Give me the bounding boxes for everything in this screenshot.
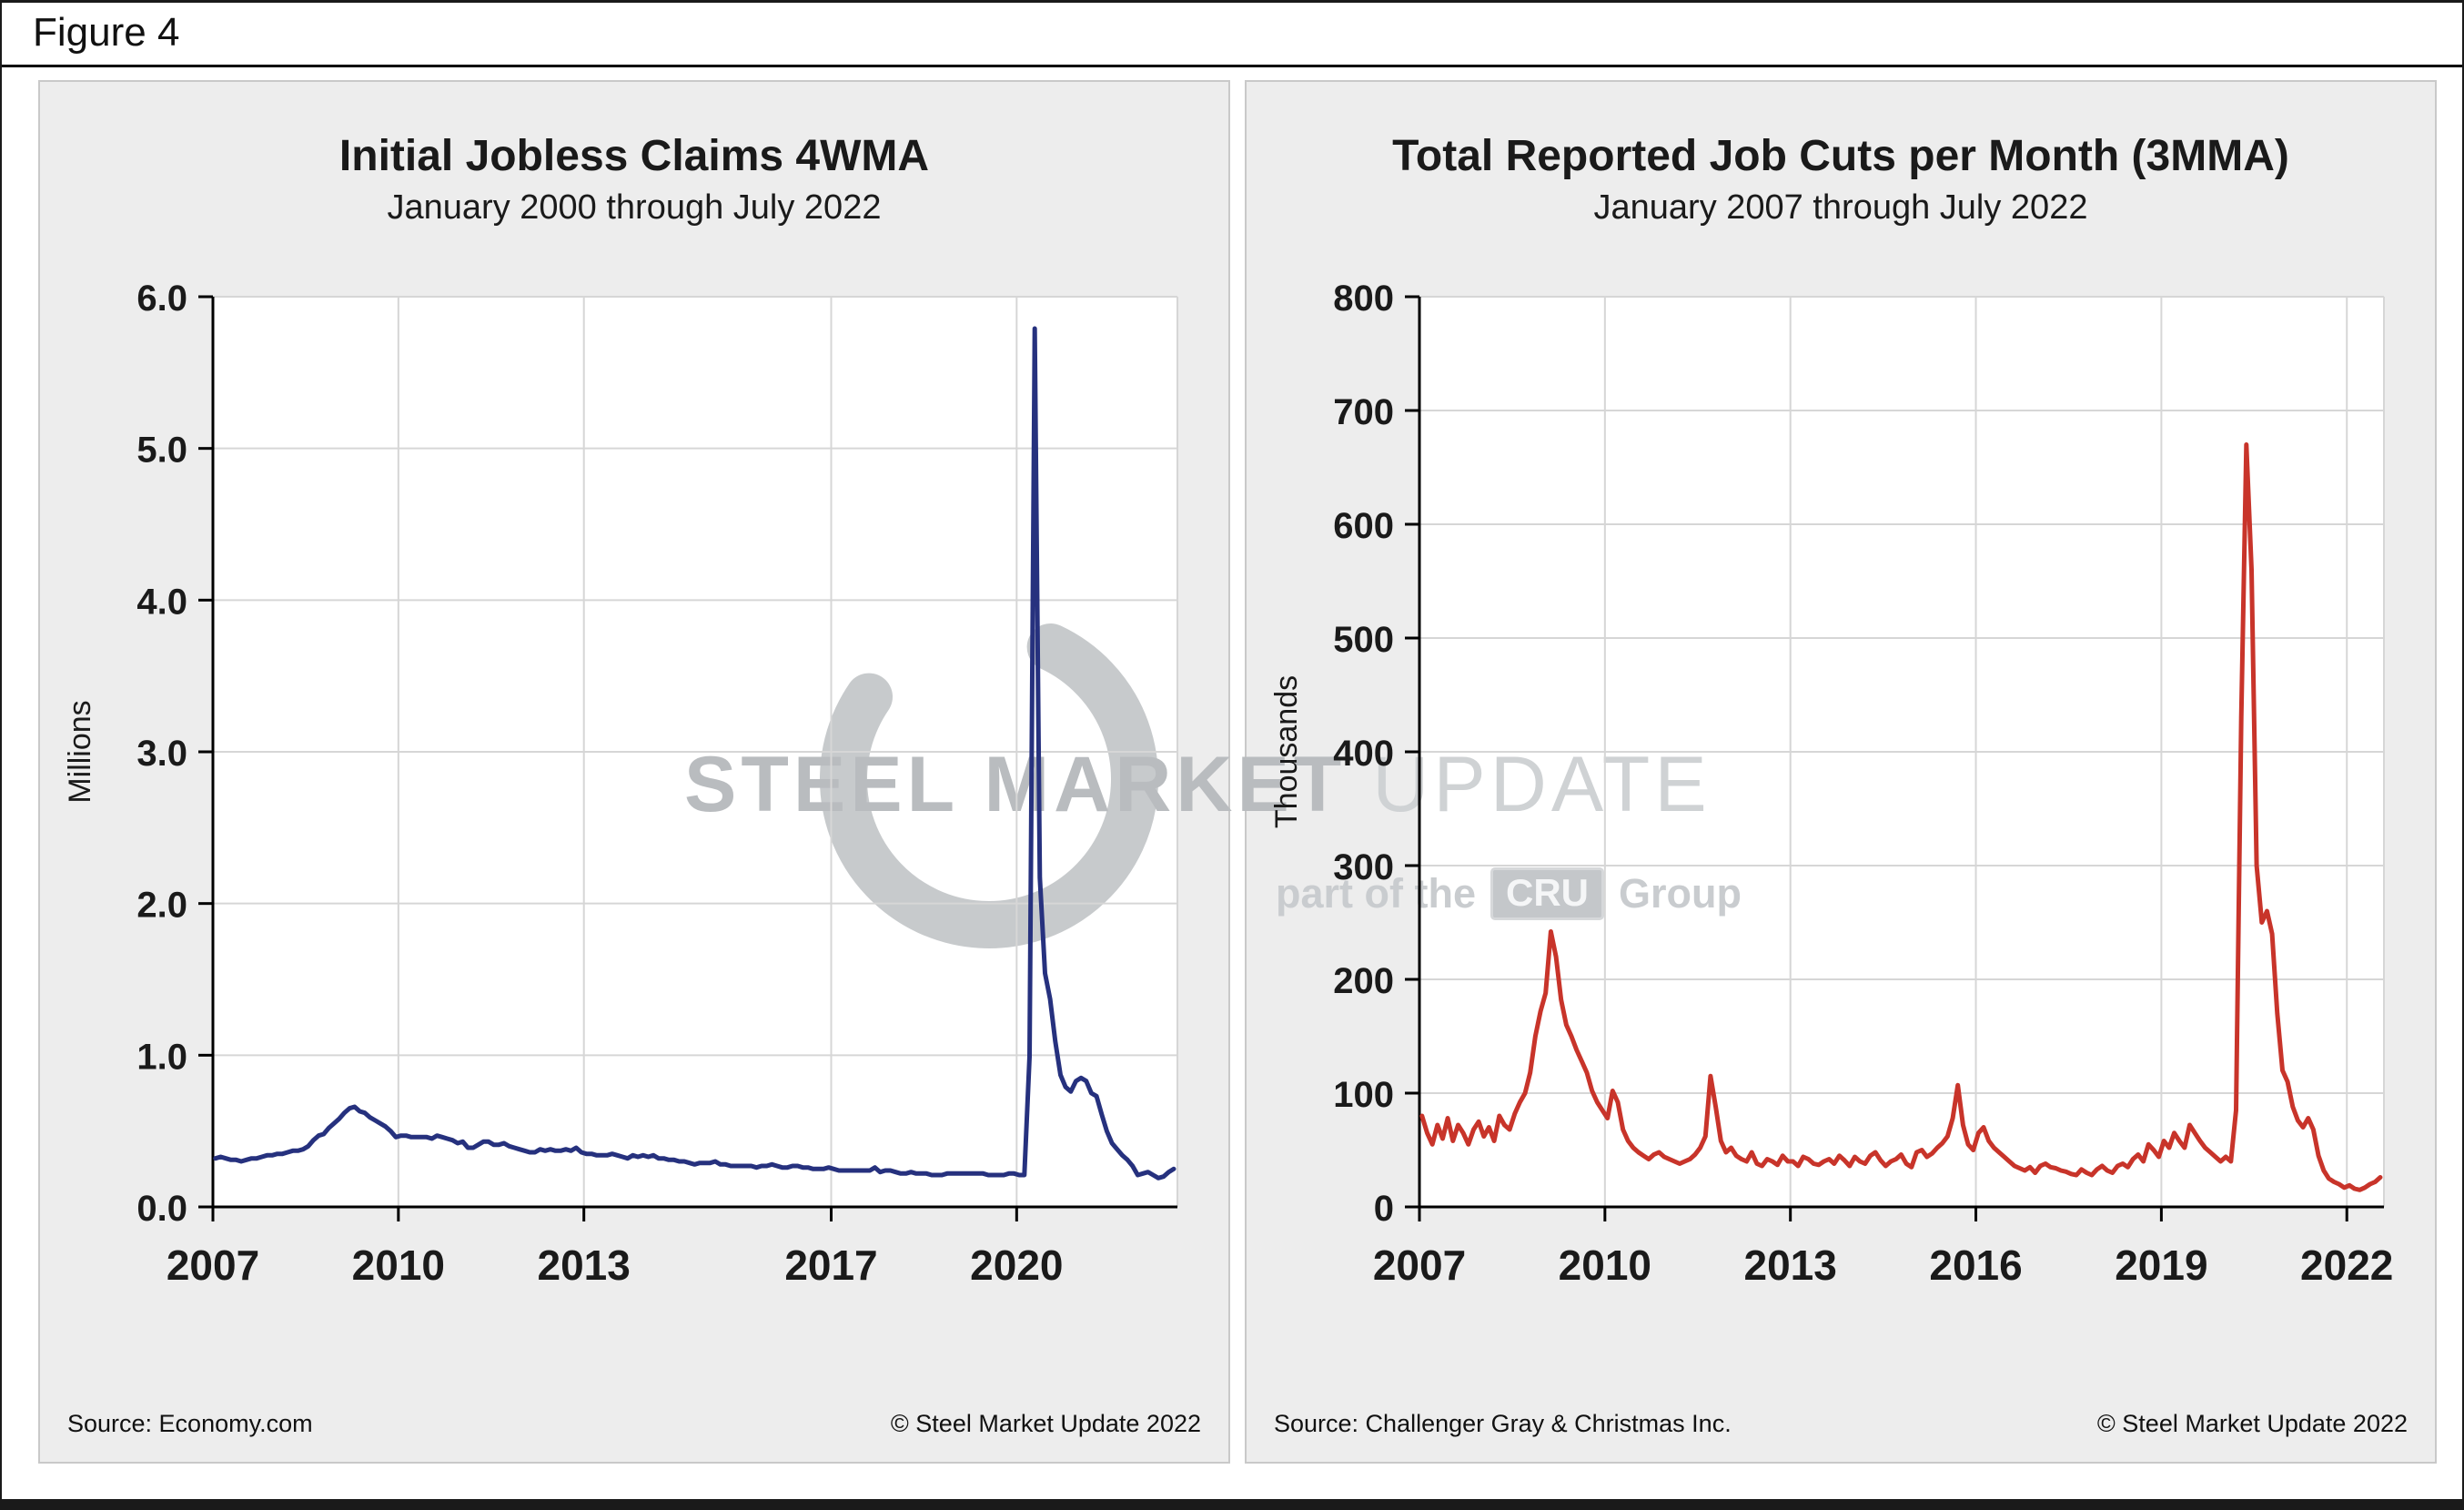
svg-text:6.0: 6.0 — [136, 279, 187, 319]
chart-subtitle: January 2007 through July 2022 — [1593, 188, 2088, 227]
source-credit: Source: Economy.com — [67, 1410, 313, 1437]
svg-text:2010: 2010 — [1559, 1241, 1651, 1289]
charts-row: Initial Jobless Claims 4WMA January 2000… — [38, 80, 2440, 1464]
jobless-claims-line-chart: 0.0 1.0 2.0 3.0 4.0 5.0 6.0 2007 2010 2013 2017 202… — [63, 279, 1178, 1289]
svg-text:2007: 2007 — [167, 1241, 259, 1289]
svg-text:2017: 2017 — [784, 1241, 877, 1289]
svg-text:0: 0 — [1374, 1189, 1394, 1229]
source-row: Source: Economy.com © Steel Market Updat… — [67, 1410, 1201, 1438]
svg-text:3.0: 3.0 — [136, 734, 187, 774]
panel-job-cuts: Total Reported Job Cuts per Month (3MMA)… — [1245, 80, 2437, 1464]
svg-text:2010: 2010 — [352, 1241, 445, 1289]
copyright-notice: © Steel Market Update 2022 — [2096, 1410, 2408, 1437]
chart-title: Initial Jobless Claims 4WMA — [338, 132, 930, 180]
svg-text:200: 200 — [1333, 961, 1394, 1001]
svg-text:2019: 2019 — [2115, 1241, 2207, 1289]
svg-text:2.0: 2.0 — [136, 886, 187, 926]
source-row: Source: Challenger Gray & Christmas Inc.… — [1274, 1410, 2408, 1438]
svg-text:5.0: 5.0 — [136, 431, 187, 471]
svg-text:2013: 2013 — [538, 1241, 631, 1289]
figure-header: Figure 4 — [2, 6, 2462, 67]
svg-text:0.0: 0.0 — [136, 1189, 187, 1229]
svg-text:2007: 2007 — [1373, 1241, 1466, 1289]
svg-text:4.0: 4.0 — [136, 582, 187, 622]
svg-text:Millions: Millions — [63, 700, 97, 803]
svg-text:2020: 2020 — [970, 1241, 1063, 1289]
panel-initial-jobless-claims: Initial Jobless Claims 4WMA January 2000… — [38, 80, 1230, 1464]
job-cuts-line-chart: 0 100 200 300 400 500 600 700 800 2007 2010 2013 201… — [1269, 279, 2393, 1289]
data-line — [213, 326, 1176, 1181]
svg-text:2013: 2013 — [1744, 1241, 1837, 1289]
svg-text:400: 400 — [1333, 734, 1394, 774]
svg-text:1.0: 1.0 — [136, 1037, 187, 1077]
svg-text:100: 100 — [1333, 1075, 1394, 1115]
svg-text:Thousands: Thousands — [1269, 675, 1304, 828]
svg-text:700: 700 — [1333, 392, 1394, 432]
svg-text:300: 300 — [1333, 847, 1394, 887]
svg-text:500: 500 — [1333, 620, 1394, 660]
svg-text:600: 600 — [1333, 506, 1394, 546]
svg-text:2016: 2016 — [1929, 1241, 2022, 1289]
chart-title: Total Reported Job Cuts per Month (3MMA) — [1392, 132, 2289, 180]
data-line — [1419, 442, 2383, 1192]
figure-label: Figure 4 — [33, 10, 180, 55]
copyright-notice: © Steel Market Update 2022 — [890, 1410, 1201, 1437]
chart-subtitle: January 2000 through July 2022 — [387, 188, 882, 227]
svg-text:2022: 2022 — [2300, 1241, 2393, 1289]
source-credit: Source: Challenger Gray & Christmas Inc. — [1274, 1410, 1732, 1437]
svg-text:800: 800 — [1333, 279, 1394, 319]
